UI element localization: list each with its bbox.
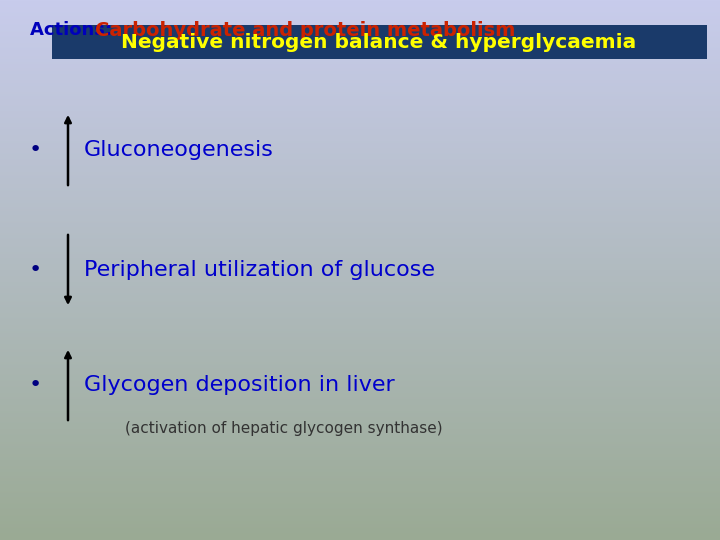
Text: Negative nitrogen balance & hyperglycaemia: Negative nitrogen balance & hyperglycaem… — [122, 32, 636, 51]
Text: •: • — [28, 375, 42, 395]
Text: (activation of hepatic glycogen synthase): (activation of hepatic glycogen synthase… — [125, 421, 443, 435]
Text: Gluconeogenesis: Gluconeogenesis — [84, 140, 274, 160]
Text: •: • — [28, 140, 42, 160]
Bar — [52, 25, 707, 59]
Text: Carbohydrate and protein metabolism: Carbohydrate and protein metabolism — [95, 21, 516, 39]
Text: •: • — [28, 260, 42, 280]
Text: Peripheral utilization of glucose: Peripheral utilization of glucose — [84, 260, 435, 280]
Text: Glycogen deposition in liver: Glycogen deposition in liver — [84, 375, 395, 395]
Text: Actions:: Actions: — [30, 21, 118, 39]
